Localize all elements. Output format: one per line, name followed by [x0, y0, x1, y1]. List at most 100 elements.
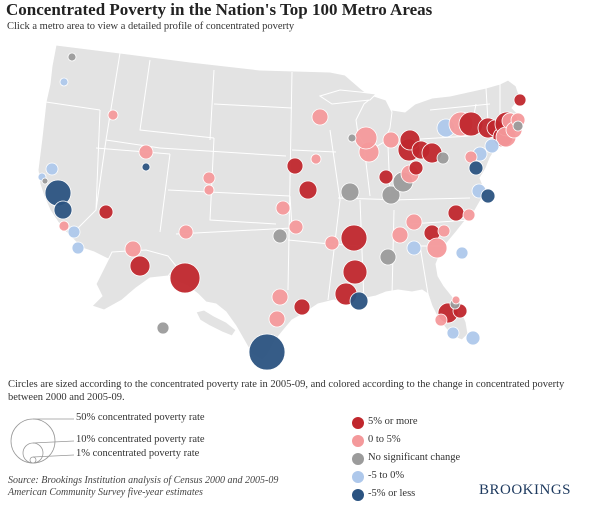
- metro-circle[interactable]: [406, 240, 422, 256]
- metro-circle[interactable]: [378, 169, 394, 185]
- metro-circle[interactable]: [347, 133, 357, 143]
- size-legend-leader-medium: [32, 440, 75, 444]
- metro-circle[interactable]: [437, 224, 451, 238]
- state-border-line: [159, 147, 287, 157]
- metro-circle[interactable]: [310, 153, 322, 165]
- metro-circle[interactable]: [67, 52, 77, 62]
- state-border-line: [419, 245, 429, 295]
- metro-circle[interactable]: [408, 160, 424, 176]
- legend-label: 5% or more: [368, 416, 418, 427]
- source-note: Source: Brookings Institution analysis o…: [8, 475, 279, 498]
- metro-circle[interactable]: [67, 225, 81, 239]
- size-legend-leader-small: [32, 454, 75, 458]
- alaska-shape: [91, 249, 177, 311]
- metro-circle[interactable]: [272, 228, 288, 244]
- metro-circle[interactable]: [58, 220, 70, 232]
- metro-circle[interactable]: [138, 144, 154, 160]
- metro-circle[interactable]: [379, 248, 397, 266]
- metro-circle[interactable]: [271, 288, 289, 306]
- legend-swatch: [352, 435, 364, 447]
- state-borders: [45, 52, 501, 303]
- metro-circle[interactable]: [513, 93, 527, 107]
- metro-circle[interactable]: [484, 138, 500, 154]
- metro-circle[interactable]: [342, 259, 368, 285]
- hawaii-shape: [195, 309, 237, 337]
- metro-circle[interactable]: [354, 126, 378, 150]
- metro-circle[interactable]: [349, 291, 369, 311]
- metro-circle[interactable]: [169, 262, 201, 294]
- state-border-line: [287, 71, 293, 291]
- caption: Circles are sized according to the conce…: [8, 379, 565, 403]
- state-border-line: [327, 129, 341, 301]
- page-subtitle: Click a metro area to view a detailed pr…: [7, 21, 295, 32]
- metro-circle[interactable]: [59, 77, 69, 87]
- state-border-line: [389, 197, 471, 201]
- page-title: Concentrated Poverty in the Nation's Top…: [6, 0, 433, 19]
- metro-circle[interactable]: [468, 160, 484, 176]
- state-border-line: [69, 109, 101, 237]
- size-legend-label-small: 1% concentrated poverty rate: [76, 448, 200, 459]
- metro-circle[interactable]: [107, 109, 119, 121]
- metro-circle[interactable]: [447, 204, 465, 222]
- metro-circle[interactable]: [275, 200, 291, 216]
- metro-circle[interactable]: [124, 240, 142, 258]
- metro-circle[interactable]: [455, 246, 469, 260]
- metro-circle[interactable]: [451, 295, 461, 305]
- michigan-upper-shape: [318, 89, 378, 105]
- legend-swatch: [352, 489, 364, 501]
- metro-circle[interactable]: [129, 255, 151, 277]
- metro-circle[interactable]: [311, 108, 329, 126]
- size-legend-label-medium: 10% concentrated poverty rate: [76, 434, 205, 445]
- metro-circle[interactable]: [41, 177, 49, 185]
- metro-circle[interactable]: [512, 120, 524, 132]
- metro-circle[interactable]: [382, 131, 400, 149]
- metro-circle[interactable]: [340, 224, 368, 252]
- metro-circle[interactable]: [202, 171, 216, 185]
- metro-circle[interactable]: [141, 162, 151, 172]
- metro-circle[interactable]: [288, 219, 304, 235]
- metro-circle[interactable]: [156, 321, 170, 335]
- us-metro-map: [37, 44, 527, 371]
- size-legend-label-large: 50% concentrated poverty rate: [76, 412, 205, 423]
- metro-circle[interactable]: [434, 313, 448, 327]
- metro-circle[interactable]: [462, 208, 476, 222]
- metro-circle[interactable]: [446, 326, 460, 340]
- metro-circle[interactable]: [98, 204, 114, 220]
- state-border-line: [209, 137, 277, 225]
- size-legend-circles: [10, 418, 75, 464]
- metro-circle[interactable]: [405, 213, 423, 231]
- metro-circle[interactable]: [340, 182, 360, 202]
- metro-circle[interactable]: [286, 157, 304, 175]
- legend-label: -5% or less: [368, 488, 416, 499]
- legend-swatch: [352, 417, 364, 429]
- state-border-line: [291, 149, 337, 153]
- metro-circle[interactable]: [71, 241, 85, 255]
- metro-circle[interactable]: [178, 224, 194, 240]
- metro-circle[interactable]: [293, 298, 311, 316]
- state-border-line: [485, 87, 489, 123]
- metro-circle[interactable]: [203, 184, 215, 196]
- state-border-line: [167, 189, 291, 197]
- size-legend-circle-medium: [22, 442, 44, 464]
- state-border-line: [359, 199, 365, 303]
- state-border-line: [429, 103, 491, 111]
- state-border-line: [213, 103, 293, 109]
- metro-circle[interactable]: [298, 180, 318, 200]
- metro-circle[interactable]: [381, 185, 401, 205]
- state-border-line: [95, 147, 171, 155]
- metro-circle[interactable]: [45, 162, 59, 176]
- state-border-line: [45, 101, 101, 111]
- legend-swatch: [352, 453, 364, 465]
- metro-circle[interactable]: [268, 310, 286, 328]
- metro-circle[interactable]: [391, 226, 409, 244]
- metro-circles[interactable]: [37, 52, 527, 371]
- size-legend-circle-small: [29, 456, 37, 464]
- state-border-line: [139, 59, 215, 139]
- metro-circle[interactable]: [465, 330, 481, 346]
- metro-circle[interactable]: [436, 151, 450, 165]
- metro-circle[interactable]: [480, 188, 496, 204]
- metro-circle[interactable]: [426, 237, 448, 259]
- metro-circle[interactable]: [53, 200, 73, 220]
- metro-circle[interactable]: [324, 235, 340, 251]
- metro-circle[interactable]: [248, 333, 286, 371]
